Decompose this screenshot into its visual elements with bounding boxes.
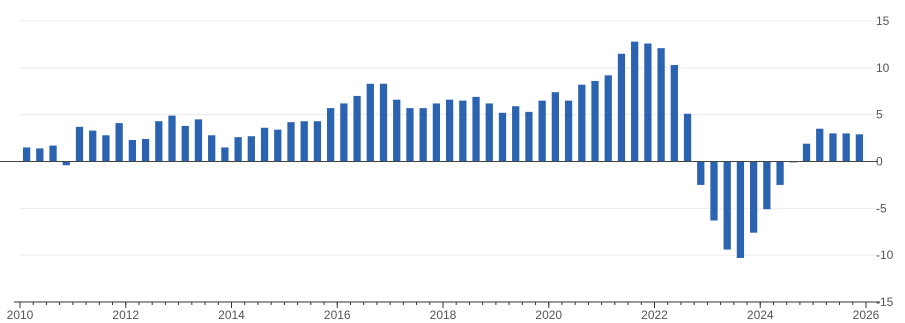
y-tick-label: -15 — [876, 295, 894, 309]
bar — [657, 48, 665, 162]
bar — [776, 161, 784, 185]
bar — [472, 96, 480, 162]
bar — [763, 161, 771, 210]
x-tick-label: 2016 — [324, 308, 351, 322]
bar — [62, 161, 70, 166]
bar — [366, 83, 374, 162]
axes — [0, 161, 880, 308]
bar — [670, 65, 678, 162]
x-tick-label: 2020 — [535, 308, 562, 322]
y-tick-label: -10 — [876, 248, 894, 262]
bar — [221, 147, 229, 162]
x-tick-label: 2010 — [7, 308, 34, 322]
bar — [644, 43, 652, 162]
x-tick-label: 2012 — [112, 308, 139, 322]
bar — [234, 137, 242, 162]
y-tick-label: 10 — [876, 61, 890, 75]
bar — [551, 92, 559, 162]
bar — [274, 129, 282, 162]
bar — [445, 99, 454, 162]
bar — [36, 148, 44, 162]
bar — [327, 108, 335, 162]
bars — [22, 41, 864, 258]
bar — [22, 147, 31, 162]
bar — [75, 126, 84, 162]
bar — [736, 161, 745, 258]
bar — [102, 135, 110, 162]
bar — [538, 100, 546, 162]
bar — [710, 161, 718, 221]
bar — [723, 161, 731, 250]
bar — [260, 127, 269, 162]
bar — [564, 100, 573, 162]
bar — [300, 121, 308, 162]
bar — [683, 113, 692, 162]
bar — [155, 121, 163, 162]
bar — [432, 103, 441, 162]
bar — [287, 122, 295, 162]
bar — [485, 103, 493, 162]
bar — [525, 111, 533, 162]
y-tick-label: 15 — [876, 14, 890, 28]
bar — [816, 128, 824, 162]
bar — [802, 143, 811, 162]
x-tick-label: 2018 — [430, 308, 457, 322]
bar — [247, 136, 255, 162]
bar — [353, 95, 361, 162]
bar — [498, 112, 507, 162]
bar — [617, 53, 626, 162]
y-tick-label: -5 — [876, 201, 887, 215]
bar — [829, 133, 837, 162]
x-tick-label: 2014 — [218, 308, 245, 322]
bar — [591, 80, 599, 162]
bar — [750, 161, 758, 233]
bar — [168, 115, 176, 162]
bar — [604, 75, 612, 162]
bar — [393, 99, 401, 162]
bar — [406, 108, 414, 162]
bar — [89, 130, 97, 162]
x-tick-label: 2024 — [747, 308, 774, 322]
bar — [313, 121, 322, 162]
bar — [128, 139, 136, 162]
x-tick-label: 2026 — [853, 308, 880, 322]
bar — [181, 125, 189, 162]
bar — [115, 123, 123, 162]
bar — [419, 108, 427, 162]
bar — [842, 133, 850, 162]
x-tick-label: 2022 — [641, 308, 668, 322]
tick-labels: 15 10 5 0 -5 -10 -15 2010 2012 2014 2016 2018 2020 20… — [7, 14, 894, 322]
y-tick-label: 5 — [876, 108, 883, 122]
bar — [141, 139, 150, 162]
bar — [49, 145, 57, 162]
bar — [340, 103, 348, 162]
bar — [194, 119, 203, 162]
bar — [379, 83, 388, 162]
bar — [578, 84, 586, 162]
bar — [208, 135, 216, 162]
bar — [512, 106, 520, 162]
bar — [459, 100, 467, 162]
y-tick-label: 0 — [876, 155, 883, 169]
bar — [631, 41, 639, 162]
bar — [855, 134, 864, 162]
bar — [697, 161, 705, 185]
